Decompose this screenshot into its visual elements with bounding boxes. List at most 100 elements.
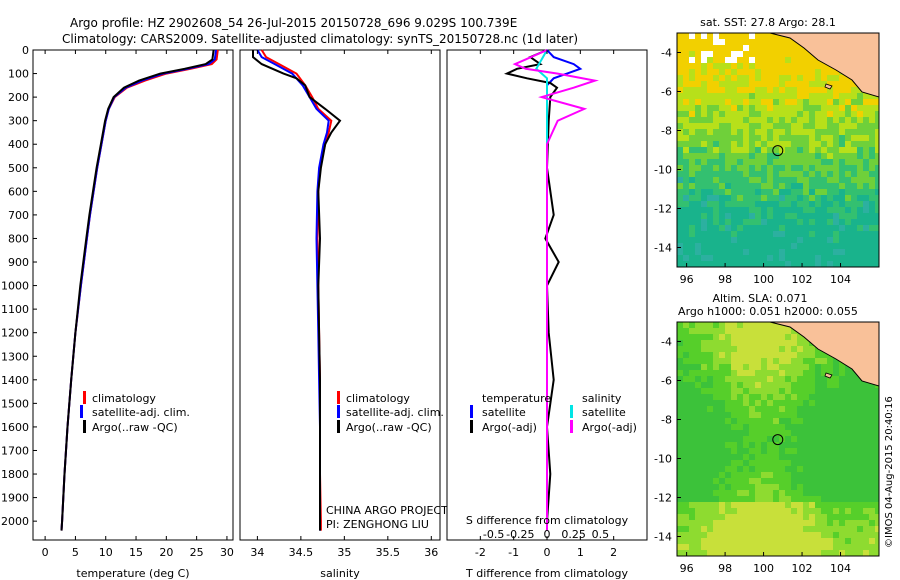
- map-cell: [833, 81, 839, 87]
- map-cell: [809, 99, 815, 105]
- map-cell: [713, 219, 719, 225]
- map-cell: [791, 165, 797, 171]
- map-cell: [821, 394, 827, 400]
- map-cell: [797, 141, 803, 147]
- map-cell: [701, 346, 707, 352]
- map-cell: [683, 550, 689, 556]
- map-cell: [755, 532, 761, 538]
- map-cell: [719, 346, 725, 352]
- map-cell: [689, 57, 695, 63]
- map-cell: [833, 123, 839, 129]
- map-cell: [701, 388, 707, 394]
- map-cell: [731, 33, 737, 39]
- map-cell: [677, 340, 683, 346]
- map-cell: [767, 466, 773, 472]
- map-cell: [761, 225, 767, 231]
- map-cell: [773, 219, 779, 225]
- map-cell: [833, 520, 839, 526]
- map-cell: [785, 436, 791, 442]
- map-cell: [833, 460, 839, 466]
- map-cell: [797, 460, 803, 466]
- map-cell: [833, 135, 839, 141]
- map-cell: [719, 147, 725, 153]
- map-cell: [773, 255, 779, 261]
- map-cell: [683, 478, 689, 484]
- map-cell: [737, 550, 743, 556]
- map-cell: [809, 201, 815, 207]
- map-cell: [845, 93, 851, 99]
- map-cell: [827, 99, 833, 105]
- map-cell: [791, 177, 797, 183]
- map-cell: [851, 382, 857, 388]
- map-cell: [743, 231, 749, 237]
- map-cell: [791, 436, 797, 442]
- map-cell: [851, 526, 857, 532]
- map-cell: [815, 111, 821, 117]
- map-cell: [677, 147, 683, 153]
- sst-map-land: [769, 33, 879, 98]
- map-cell: [803, 478, 809, 484]
- map-cell: [701, 394, 707, 400]
- map-cell: [707, 159, 713, 165]
- map-cell: [803, 352, 809, 358]
- map-cell: [839, 165, 845, 171]
- map-cell: [677, 63, 683, 69]
- map-cell: [683, 532, 689, 538]
- map-cell: [797, 207, 803, 213]
- map-cell: [713, 231, 719, 237]
- map-cell: [749, 448, 755, 454]
- map-cell: [743, 159, 749, 165]
- map-cell: [785, 418, 791, 424]
- map-cell: [749, 496, 755, 502]
- map-cell: [845, 87, 851, 93]
- map-cell: [773, 322, 779, 328]
- map-cell: [725, 213, 731, 219]
- map-cell: [683, 406, 689, 412]
- map-cell: [719, 99, 725, 105]
- map-cell: [791, 460, 797, 466]
- map-cell: [821, 460, 827, 466]
- map-cell: [767, 243, 773, 249]
- map-cell: [875, 538, 879, 544]
- map-cell: [797, 400, 803, 406]
- map-cell: [707, 514, 713, 520]
- map-cell: [779, 490, 785, 496]
- map-cell: [815, 478, 821, 484]
- map-cell: [755, 376, 761, 382]
- map-cell: [689, 213, 695, 219]
- map-cell: [689, 430, 695, 436]
- map-cell: [815, 201, 821, 207]
- map-cell: [839, 502, 845, 508]
- map-cell: [869, 255, 875, 261]
- map-cell: [863, 532, 869, 538]
- map-cell: [761, 478, 767, 484]
- map-cell: [797, 75, 803, 81]
- map-cell: [797, 231, 803, 237]
- map-cell: [677, 51, 683, 57]
- map-cell: [701, 490, 707, 496]
- map-cell: [767, 418, 773, 424]
- map-cell: [779, 99, 785, 105]
- map-cell: [719, 69, 725, 75]
- map-cell: [791, 406, 797, 412]
- map-cell: [713, 328, 719, 334]
- map-cell: [737, 177, 743, 183]
- map-cell: [869, 93, 875, 99]
- map-cell: [755, 496, 761, 502]
- map-cell: [821, 213, 827, 219]
- map-cell: [851, 496, 857, 502]
- map-cell: [833, 394, 839, 400]
- map-cell: [719, 418, 725, 424]
- map-cell: [773, 129, 779, 135]
- map-cell: [857, 484, 863, 490]
- map-cell: [743, 490, 749, 496]
- s-diff-tick-label: 0.25: [561, 528, 586, 541]
- map-cell: [851, 99, 857, 105]
- map-cell: [845, 153, 851, 159]
- map-cell: [803, 388, 809, 394]
- map-cell: [737, 237, 743, 243]
- map-cell: [737, 418, 743, 424]
- map-cell: [851, 430, 857, 436]
- map-cell: [785, 255, 791, 261]
- map-cell: [821, 225, 827, 231]
